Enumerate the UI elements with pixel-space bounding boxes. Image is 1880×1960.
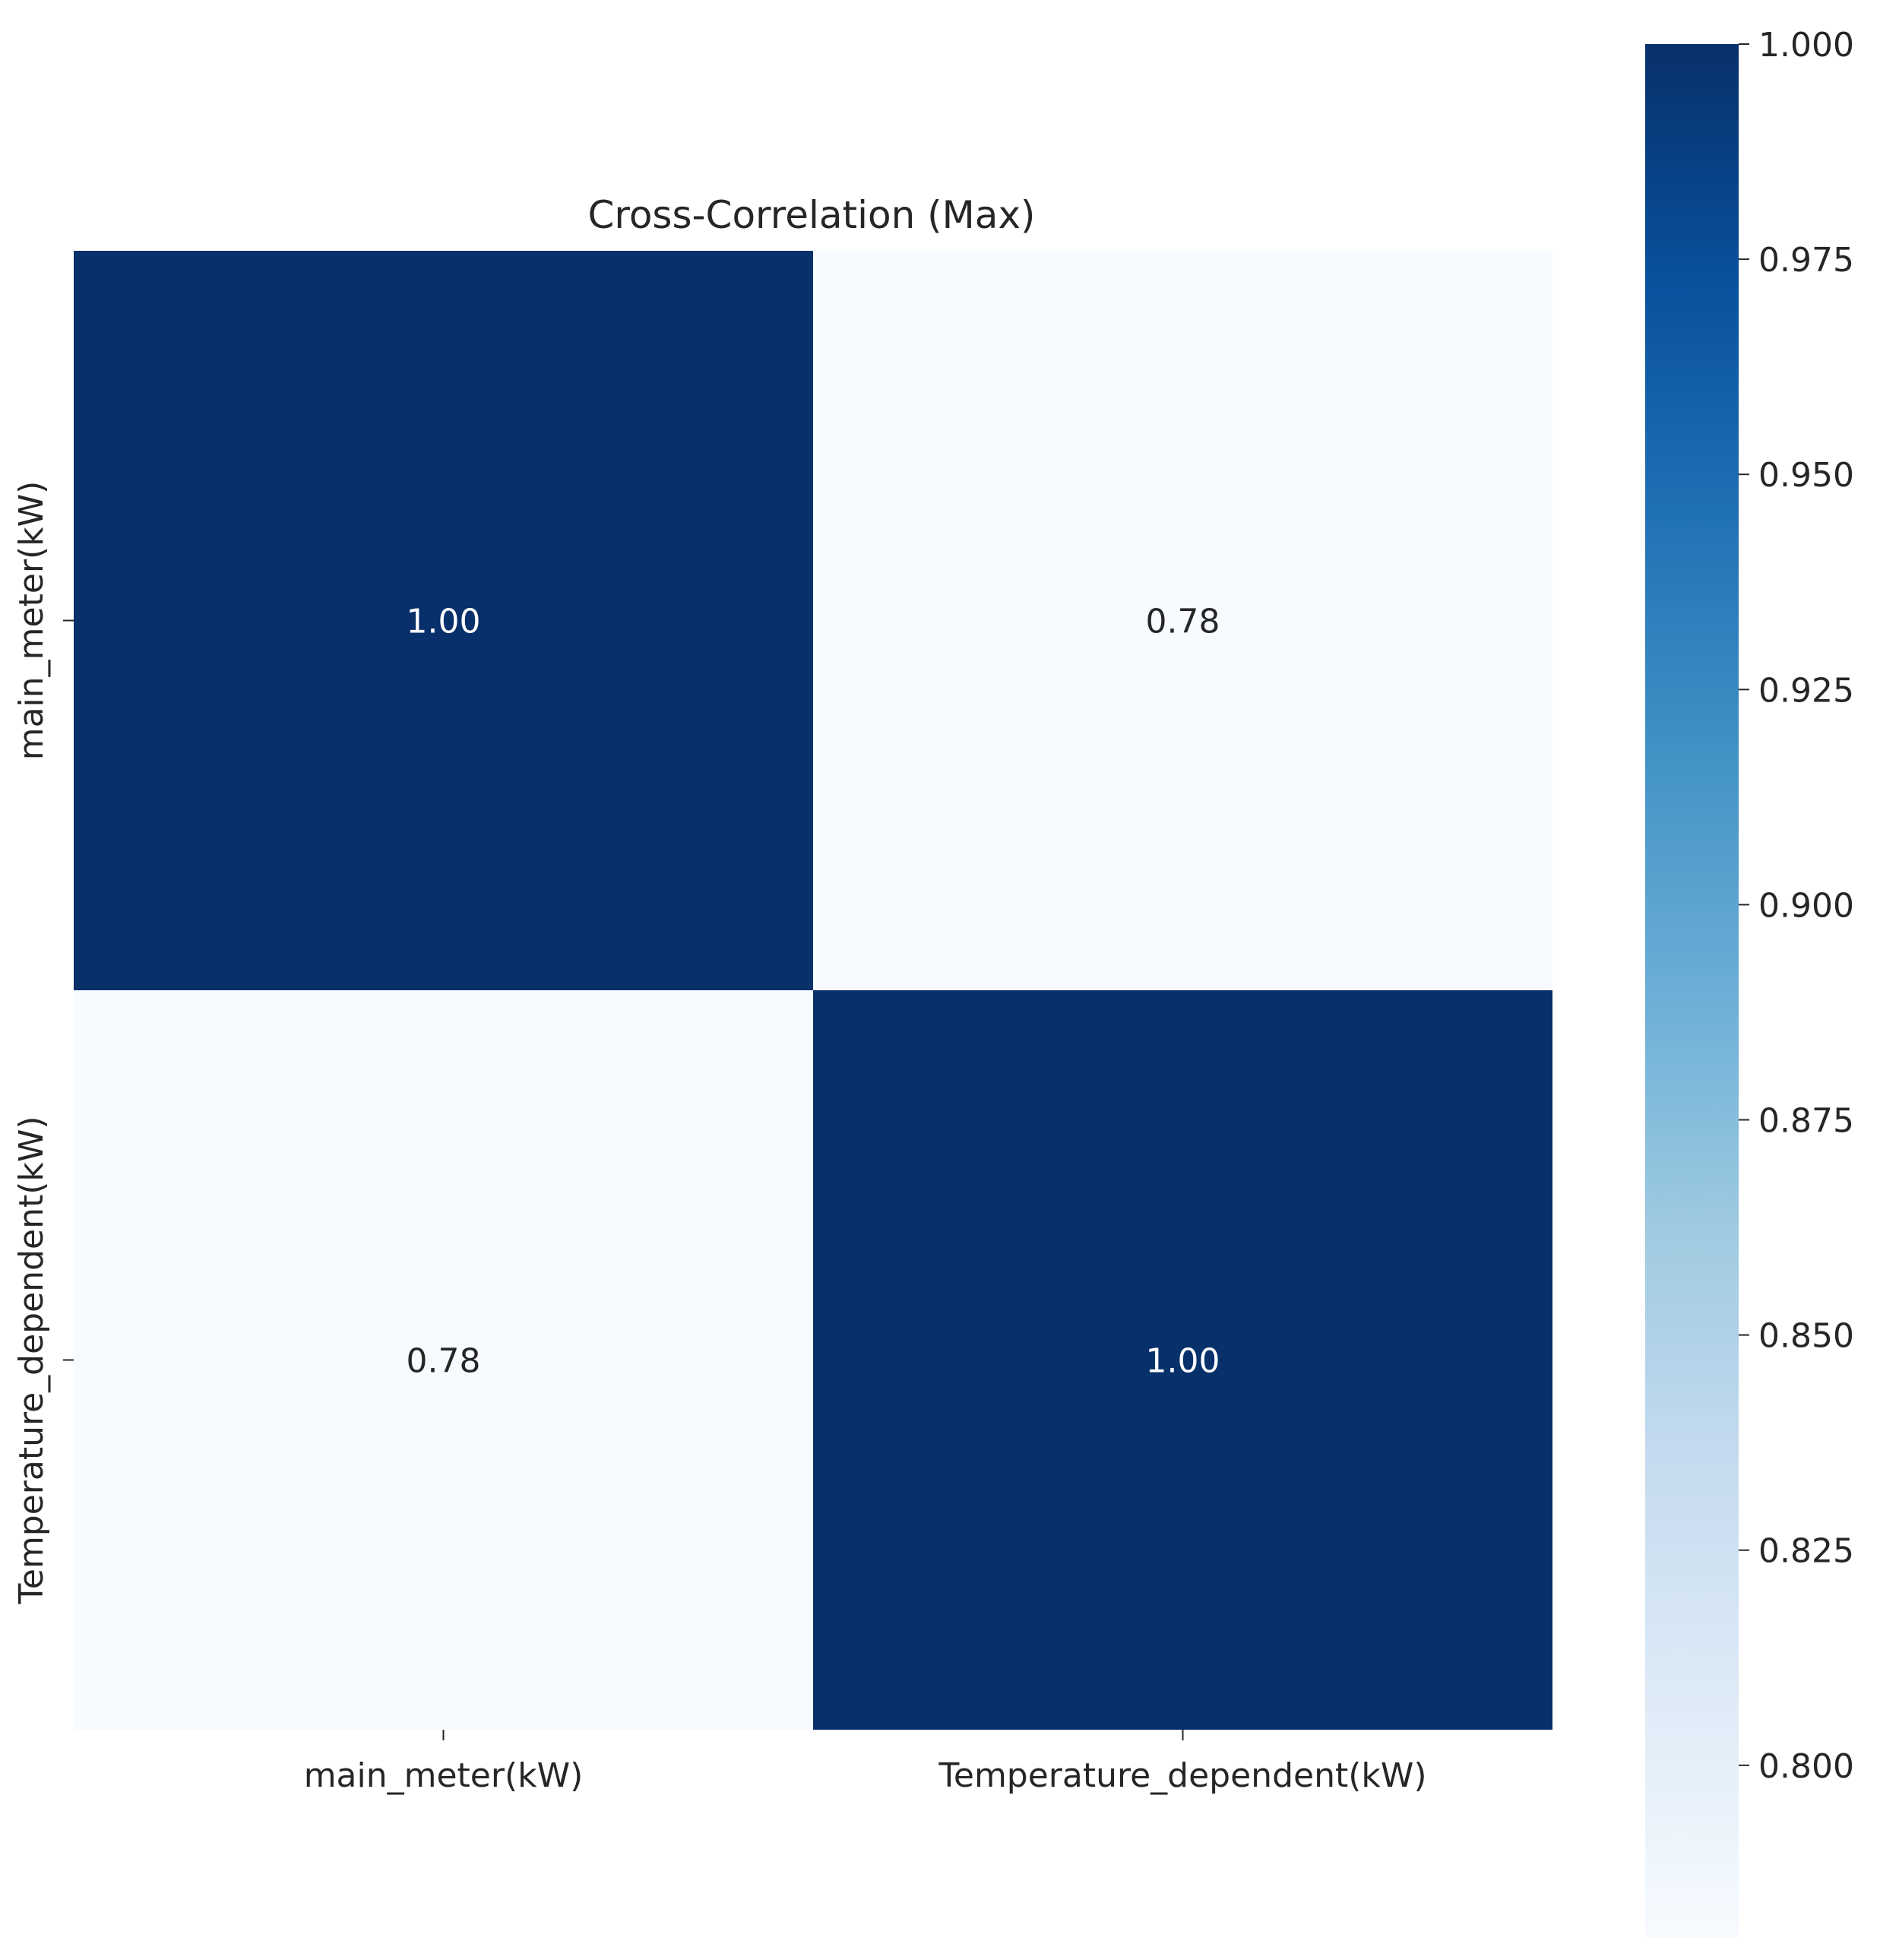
chart-title: Cross-Correlation (Max) [587,193,1035,237]
heatmap-axes: main_meter(kW) Temperature_dependent(kW)m… [12,481,1427,1795]
colorbar-tick-label: 0.975 [1758,241,1854,280]
colorbar-tick-label: 0.850 [1758,1317,1854,1356]
colorbar-tick-label: 0.825 [1758,1532,1854,1571]
y-tick-label: Temperature_dependent(kW) [12,1116,51,1604]
colorbar-tick-label: 0.925 [1758,671,1854,710]
cell-value-label: 1.00 [407,603,481,641]
colorbar-tick-label: 1.000 [1758,26,1854,65]
cell-value-label: 0.78 [1146,603,1220,641]
y-tick-label: main_meter(kW) [12,481,51,761]
colorbar-tick-label: 0.800 [1758,1747,1854,1786]
heatmap-cells: 1.00 0.78 0.78 1.00 [74,251,1552,1730]
heatmap-cell [813,251,1552,990]
cell-value-label: 1.00 [1146,1342,1220,1381]
colorbar [1645,44,1739,1938]
heatmap-cell [74,990,813,1730]
heatmap-cell [74,251,813,990]
colorbar-ticks: 0.800 0.825 0.850 0.875 0.900 0.925 0.950 0.975… [1739,26,1854,1786]
colorbar-tick-label: 0.900 [1758,886,1854,925]
x-tick-label: main_meter(kW) [304,1756,584,1795]
colorbar-tick-label: 0.875 [1758,1102,1854,1141]
cell-value-label: 0.78 [407,1342,481,1381]
colorbar-tick-label: 0.950 [1758,456,1854,495]
x-tick-label: Temperature_dependent(kW) [938,1756,1426,1795]
heatmap-cell [813,990,1552,1730]
